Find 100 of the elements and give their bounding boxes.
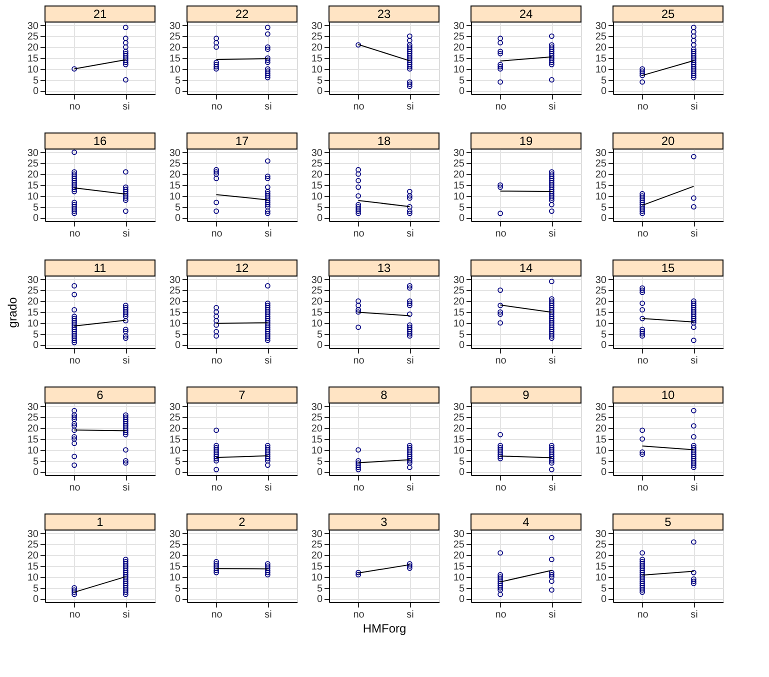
x-tick-label: si [548, 102, 556, 112]
y-tick-label: 25 [453, 286, 465, 297]
y-tick-label: 15 [169, 562, 181, 572]
y-tick-label: 20 [595, 424, 607, 435]
y-tick-label: 20 [595, 296, 607, 308]
y-tick-label: 30 [311, 20, 323, 32]
y-tick-label: 10 [595, 445, 607, 456]
y-tick-label: 30 [595, 528, 607, 540]
chart-title: 19 [519, 134, 533, 148]
y-tick-label: 30 [453, 528, 465, 540]
x-tick-label: no [211, 102, 223, 112]
x-tick-label: no [637, 102, 649, 112]
chart-title: 11 [94, 261, 107, 275]
x-tick-label: si [406, 610, 414, 620]
x-tick-label: no [353, 102, 365, 112]
y-tick-label: 0 [32, 594, 39, 606]
y-tick-label: 0 [600, 594, 607, 606]
y-tick-label: 5 [174, 75, 181, 86]
chart-title: 17 [235, 134, 249, 148]
chart-title: 13 [377, 261, 391, 275]
y-tick-label: 5 [600, 75, 607, 86]
x-tick-label: si [548, 610, 556, 620]
chart-title: 18 [377, 134, 391, 148]
y-tick-label: 5 [316, 456, 323, 468]
chart-title: 12 [235, 261, 249, 275]
y-tick-label: 0 [458, 213, 465, 224]
y-tick-label: 10 [595, 191, 607, 202]
y-tick-label: 30 [595, 402, 607, 413]
x-tick-label: no [637, 228, 649, 240]
y-tick-label: 5 [174, 202, 181, 214]
y-tick-label: 5 [458, 202, 465, 214]
x-tick-label: si [122, 228, 130, 240]
x-tick-label: si [690, 610, 698, 620]
y-tick-label: 0 [600, 213, 607, 224]
y-tick-label: 5 [458, 583, 465, 594]
y-tick-label: 0 [600, 86, 607, 98]
y-tick-label: 15 [311, 180, 323, 192]
y-tick-label: 15 [27, 434, 39, 446]
y-tick-label: 5 [600, 329, 607, 340]
y-tick-label: 20 [453, 296, 465, 308]
x-tick-label: si [122, 102, 130, 112]
y-tick-label: 25 [169, 540, 181, 551]
y-tick-label: 20 [169, 42, 181, 54]
x-tick-label: si [406, 482, 414, 494]
y-tick-label: 10 [453, 191, 465, 202]
y-tick-label: 30 [27, 274, 39, 286]
x-tick-label: no [69, 356, 81, 366]
x-axis-title: HMForg [362, 622, 406, 636]
y-tick-label: 10 [453, 318, 465, 330]
x-tick-label: si [264, 228, 272, 240]
y-tick-label: 0 [316, 467, 323, 478]
x-tick-label: no [211, 356, 223, 366]
y-tick-label: 10 [595, 572, 607, 584]
y-tick-label: 10 [169, 445, 181, 456]
y-tick-label: 15 [169, 434, 181, 446]
y-tick-label: 30 [311, 402, 323, 413]
x-tick-label: si [690, 356, 698, 366]
x-tick-label: no [211, 482, 223, 494]
x-tick-label: no [69, 610, 81, 620]
y-tick-label: 5 [458, 456, 465, 468]
y-tick-label: 10 [169, 64, 181, 76]
y-tick-label: 20 [27, 550, 39, 562]
y-tick-label: 10 [453, 572, 465, 584]
y-tick-label: 10 [453, 445, 465, 456]
x-tick-label: si [690, 482, 698, 494]
y-tick-label: 25 [27, 540, 39, 551]
y-tick-label: 30 [169, 20, 181, 32]
chart-title: 10 [661, 388, 675, 402]
y-tick-label: 0 [32, 213, 39, 224]
y-tick-label: 15 [595, 308, 607, 318]
y-tick-label: 30 [595, 20, 607, 32]
y-tick-label: 0 [174, 213, 181, 224]
y-tick-label: 25 [27, 158, 39, 170]
y-tick-label: 5 [316, 329, 323, 340]
x-tick-label: si [406, 102, 414, 112]
x-tick-label: si [122, 610, 130, 620]
y-tick-label: 25 [311, 286, 323, 297]
y-tick-label: 0 [174, 594, 181, 606]
y-tick-label: 0 [316, 213, 323, 224]
y-tick-label: 0 [458, 86, 465, 98]
y-tick-label: 30 [453, 274, 465, 286]
y-tick-label: 5 [32, 329, 39, 340]
y-tick-label: 5 [316, 583, 323, 594]
y-tick-label: 15 [27, 180, 39, 192]
y-tick-label: 5 [174, 456, 181, 468]
y-tick-label: 15 [27, 54, 39, 64]
y-tick-label: 25 [311, 540, 323, 551]
x-tick-label: no [637, 482, 649, 494]
y-tick-label: 30 [311, 274, 323, 286]
y-tick-label: 0 [174, 86, 181, 98]
y-tick-label: 0 [32, 340, 39, 352]
y-tick-label: 10 [311, 64, 323, 76]
x-tick-label: si [264, 356, 272, 366]
chart-title: 4 [522, 515, 530, 529]
x-tick-label: no [69, 228, 81, 240]
y-tick-label: 30 [453, 20, 465, 32]
y-tick-label: 20 [169, 424, 181, 435]
y-tick-label: 25 [169, 158, 181, 170]
y-tick-label: 5 [600, 456, 607, 468]
x-tick-label: no [495, 228, 507, 240]
